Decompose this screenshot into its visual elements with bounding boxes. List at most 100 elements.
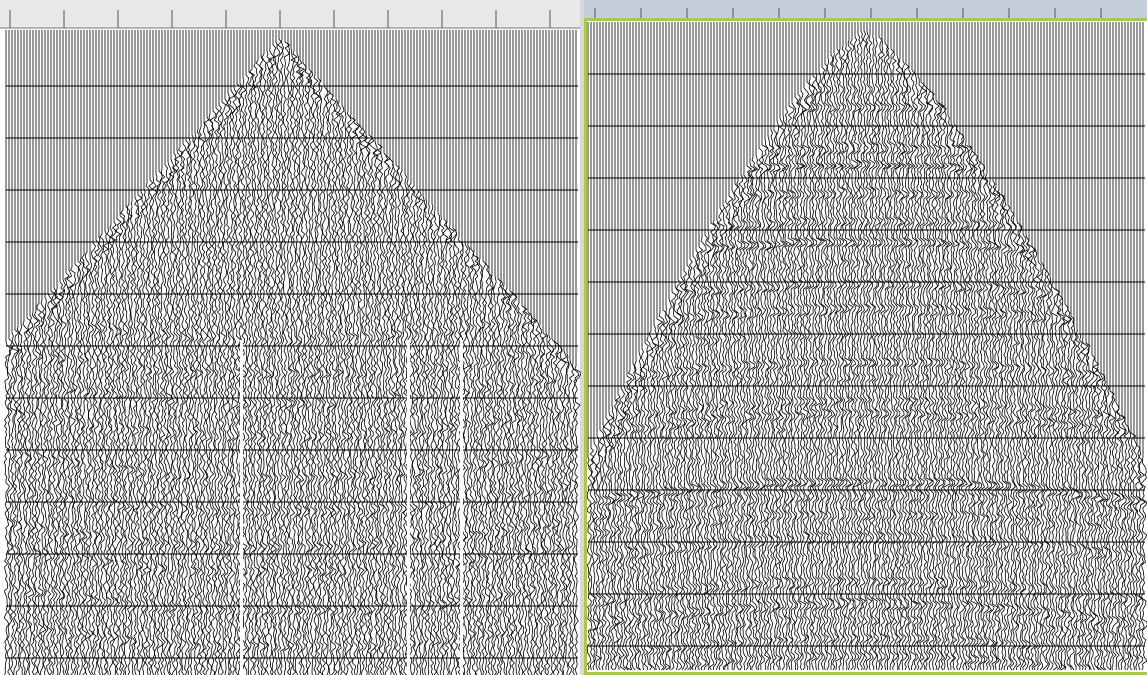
trace [597,22,605,671]
trace [874,22,881,671]
trace [784,22,793,671]
trace [1024,22,1031,671]
trace [922,22,929,671]
trace [747,22,757,671]
trace [742,22,750,671]
gap-column [240,340,243,675]
trace [967,22,974,671]
trace [745,22,754,671]
trace [757,22,765,671]
trace [973,22,981,671]
trace [648,22,657,671]
trace [639,22,648,671]
trace [603,22,612,671]
trace [937,22,945,671]
trace [691,22,700,671]
trace [709,22,717,671]
trace [624,22,633,671]
trace [1116,22,1126,671]
left-ruler [0,0,580,28]
trace [1108,22,1116,671]
trace [1066,22,1074,671]
trace [594,22,602,671]
trace [840,22,849,671]
trace [1129,22,1137,671]
trace [877,22,885,671]
trace [1002,22,1012,671]
trace [607,22,615,671]
trace [838,22,846,671]
trace [633,22,642,671]
trace [964,22,973,671]
trace [796,22,805,671]
trace [1138,22,1147,671]
trace [1060,22,1070,671]
trace [1105,22,1112,671]
trace [619,22,627,671]
trace [898,22,906,671]
trace [1009,22,1017,671]
trace [883,22,891,671]
trace [906,22,915,671]
trace [703,22,712,671]
trace [694,22,701,671]
trace [952,22,961,671]
trace [724,22,733,670]
trace [970,22,978,671]
trace [727,22,735,670]
trace [1021,22,1029,671]
trace [1057,22,1066,671]
trace [1086,22,1095,671]
trace [778,22,787,671]
trace [751,22,760,671]
trace [1140,22,1147,671]
trace [613,22,622,671]
trace [1018,22,1026,671]
trace [1123,22,1131,671]
trace [1054,22,1062,671]
trace [1000,22,1008,671]
trace [823,22,831,671]
trace [630,22,639,671]
trace [679,22,688,671]
trace [712,22,720,671]
trace [706,22,715,671]
trace [955,22,964,671]
trace [717,22,725,671]
trace [589,22,597,671]
trace [721,22,729,671]
trace [859,22,867,671]
right-ruler [580,0,1147,18]
trace [889,22,897,671]
trace [697,22,704,671]
trace [682,22,690,671]
trace [829,22,837,670]
trace [805,22,814,671]
trace [994,22,1002,671]
trace [601,22,608,671]
trace [961,22,969,671]
trace [637,22,646,671]
trace [736,22,745,671]
trace [891,22,901,671]
trace [684,22,694,671]
trace [738,22,747,671]
trace [1048,22,1055,671]
trace [676,22,684,671]
trace [862,22,869,671]
trace [670,22,679,671]
trace [1077,22,1085,671]
trace [642,22,651,671]
trace [1045,22,1052,671]
trace [754,22,762,671]
trace [976,22,983,671]
trace [661,22,669,671]
trace [667,22,676,671]
trace [991,22,1001,671]
left-gather [3,30,581,675]
trace [910,22,918,671]
trace [868,22,876,671]
trace [763,22,772,671]
trace [871,22,878,671]
